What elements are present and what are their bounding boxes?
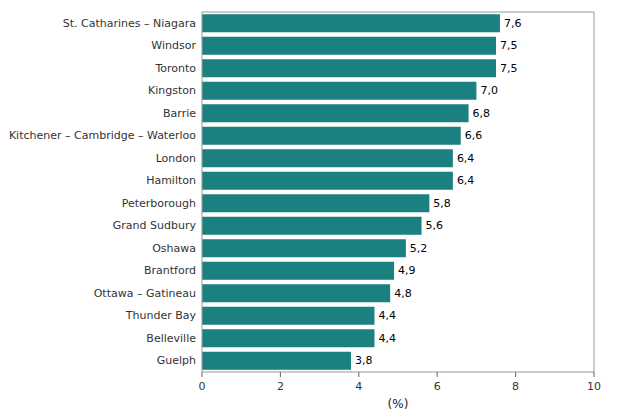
data-label: 7,5: [500, 39, 518, 52]
category-label: Toronto: [154, 62, 196, 75]
bar: [202, 14, 500, 32]
category-label: London: [156, 152, 196, 165]
category-label: Thunder Bay: [125, 309, 197, 322]
category-label: Oshawa: [152, 242, 196, 255]
x-axis: 0 2 4 6 8 10: [199, 372, 602, 393]
bar: [202, 284, 390, 302]
data-label: 4,8: [394, 287, 412, 300]
category-label: Hamilton: [146, 174, 196, 187]
tick-mark: [202, 372, 203, 377]
category-label: St. Catharines – Niagara: [63, 17, 196, 30]
bar: [202, 262, 394, 280]
data-label: 5,6: [426, 219, 444, 232]
data-label: 6,8: [473, 107, 491, 120]
bar: [202, 194, 429, 212]
category-label: Windsor: [151, 39, 196, 52]
data-label: 3,8: [355, 354, 373, 367]
bar: [202, 37, 496, 55]
bar: [202, 82, 476, 100]
category-label: Belleville: [146, 332, 196, 345]
tick-label: 6: [434, 380, 441, 393]
data-label: 7,0: [480, 84, 498, 97]
category-label: Brantford: [144, 264, 196, 277]
category-label: Grand Sudbury: [113, 219, 197, 232]
data-label: 6,4: [457, 152, 475, 165]
category-label: Kingston: [148, 84, 196, 97]
category-label: Ottawa – Gatineau: [94, 287, 196, 300]
data-label: 4,9: [398, 264, 416, 277]
bar: [202, 149, 453, 167]
category-label: Guelph: [157, 354, 196, 367]
bar: [202, 217, 422, 235]
tick-mark: [358, 372, 359, 377]
data-labels: 3,84,44,44,84,95,25,65,86,46,46,66,87,07…: [355, 17, 521, 368]
tick-label: 10: [587, 380, 601, 393]
bar: [202, 127, 461, 145]
data-label: 5,8: [433, 197, 451, 210]
tick-mark: [437, 372, 438, 377]
data-label: 7,5: [500, 62, 518, 75]
tick-mark: [280, 372, 281, 377]
tick-mark: [515, 372, 516, 377]
bars: [202, 14, 500, 370]
category-label: Barrie: [163, 107, 196, 120]
tick-mark: [594, 372, 595, 377]
data-label: 6,4: [457, 174, 475, 187]
plot-frame: [202, 12, 594, 372]
category-label: Peterborough: [122, 197, 196, 210]
bar: [202, 352, 351, 370]
bar: [202, 104, 469, 122]
tick-label: 8: [512, 380, 519, 393]
bar: [202, 59, 496, 77]
category-label: Kitchener – Cambridge – Waterloo: [9, 129, 196, 142]
chart: Guelph Belleville Thunder Bay Ottawa – Gati…: [0, 0, 624, 418]
bar: [202, 172, 453, 190]
tick-label: 4: [355, 380, 362, 393]
data-label: 6,6: [465, 129, 483, 142]
tick-label: 0: [199, 380, 206, 393]
data-label: 4,4: [378, 332, 396, 345]
data-label: 7,6: [504, 17, 522, 30]
data-label: 5,2: [410, 242, 428, 255]
bar: [202, 329, 374, 347]
tick-label: 2: [277, 380, 284, 393]
x-axis-label: (%): [388, 397, 409, 411]
bar: [202, 239, 406, 257]
bar: [202, 307, 374, 325]
category-labels: Guelph Belleville Thunder Bay Ottawa – Gati…: [9, 17, 197, 368]
data-label: 4,4: [378, 309, 396, 322]
